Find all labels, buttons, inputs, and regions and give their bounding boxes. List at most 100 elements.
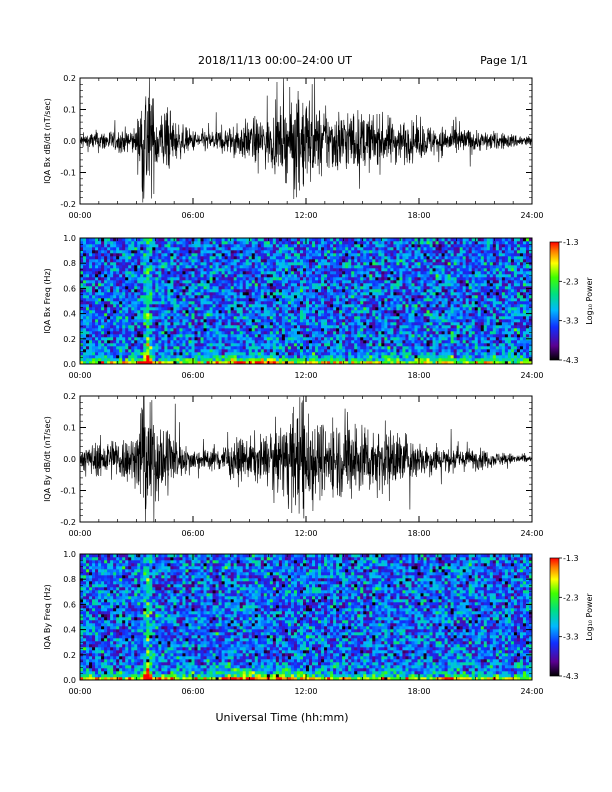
- spectrogram-cell: [158, 301, 162, 305]
- spectrogram-cell: [218, 238, 222, 242]
- spectrogram-cell: [185, 316, 189, 320]
- spectrogram-cell: [185, 265, 189, 269]
- spectrogram-cell: [161, 238, 165, 242]
- spectrogram-cell: [167, 244, 171, 248]
- spectrogram-cell: [83, 247, 87, 251]
- spectrogram-cell: [95, 271, 99, 275]
- spectrogram-cell: [269, 265, 274, 269]
- spectrogram-cell: [321, 325, 325, 329]
- spectrogram-cell: [408, 256, 412, 260]
- spectrogram-cell: [257, 313, 262, 317]
- spectrogram-cell: [348, 331, 352, 335]
- spectrogram-cell: [89, 256, 93, 260]
- spectrogram-cell: [378, 331, 382, 335]
- spectrogram-cell: [290, 298, 295, 302]
- spectrogram-cell: [218, 292, 222, 296]
- spectrogram-cell: [221, 301, 225, 305]
- spectrogram-cell: [158, 247, 162, 251]
- spectrogram-cell: [342, 289, 346, 293]
- spectrogram-cell: [152, 244, 156, 248]
- spectrogram-cell: [248, 328, 253, 332]
- spectrogram-cell: [272, 268, 277, 272]
- spectrogram-cell: [155, 319, 159, 323]
- spectrogram-cell: [224, 331, 228, 335]
- spectrogram-cell: [137, 352, 141, 356]
- spectrogram-cell: [393, 349, 397, 353]
- spectrogram-cell: [372, 322, 376, 326]
- spectrogram-cell: [363, 247, 367, 251]
- spectrogram-cell: [140, 301, 144, 305]
- spectrogram-cell: [137, 247, 141, 251]
- spectrogram-cell: [405, 358, 409, 362]
- spectrogram-cell: [194, 337, 198, 341]
- spectrogram-cell: [399, 265, 403, 269]
- spectrogram-cell: [309, 292, 313, 296]
- spectrogram-cell: [143, 337, 147, 341]
- spectrogram-cell: [260, 346, 265, 350]
- spectrogram-cell: [167, 241, 171, 245]
- spectrogram-cell: [423, 289, 427, 293]
- spectrogram-cell: [212, 247, 216, 251]
- spectrogram-cell: [357, 250, 361, 254]
- spectrogram-cell: [206, 289, 210, 293]
- spectrogram-cell: [420, 283, 424, 287]
- spectrogram-cell: [260, 358, 265, 362]
- spectrogram-cell: [224, 349, 228, 353]
- spectrogram-cell: [245, 256, 250, 260]
- spectrogram-cell: [284, 253, 289, 257]
- spectrogram-cell: [423, 352, 427, 356]
- spectrogram-cell: [80, 253, 84, 257]
- spectrogram-cell: [86, 259, 90, 263]
- spectrogram-cell: [369, 337, 373, 341]
- spectrogram-cell: [393, 337, 397, 341]
- spectrogram-cell: [182, 262, 186, 266]
- spectrogram-cell: [330, 289, 334, 293]
- spectrogram-cell: [224, 241, 228, 245]
- spectrogram-cell: [290, 292, 295, 296]
- spectrogram-cell: [296, 316, 301, 320]
- spectrogram-cell: [227, 325, 231, 329]
- spectrogram-cell: [306, 340, 310, 344]
- spectrogram-cell: [269, 259, 274, 263]
- spectrogram-cell: [333, 316, 337, 320]
- spectrogram-cell: [375, 253, 379, 257]
- spectrogram-cell: [312, 340, 316, 344]
- spectrogram-cell: [173, 250, 177, 254]
- spectrogram-cell: [278, 331, 283, 335]
- spectrogram-cell: [342, 343, 346, 347]
- spectrogram-cell: [278, 313, 283, 317]
- spectrogram-cell: [239, 259, 244, 263]
- spectrogram-cell: [101, 340, 105, 344]
- spectrogram-cell: [125, 331, 129, 335]
- spectrogram-cell: [95, 319, 99, 323]
- spectrogram-cell: [203, 271, 207, 275]
- spectrogram-cell: [197, 307, 201, 311]
- spectrogram-cell: [128, 361, 132, 365]
- spectrogram-cell: [315, 286, 319, 290]
- spectrogram-cell: [321, 316, 325, 320]
- spectrogram-cell: [263, 361, 268, 365]
- spectrogram-cell: [290, 280, 295, 284]
- spectrogram-cell: [101, 316, 105, 320]
- spectrogram-cell: [146, 307, 150, 311]
- spectrogram-cell: [363, 325, 367, 329]
- spectrogram-cell: [170, 298, 174, 302]
- spectrogram-cell: [293, 238, 298, 242]
- spectrogram-cell: [278, 358, 283, 362]
- spectrogram-cell: [306, 241, 310, 245]
- spectrogram-cell: [324, 244, 328, 248]
- spectrogram-cell: [170, 292, 174, 296]
- spectrogram-cell: [239, 271, 244, 275]
- spectrogram-cell: [324, 259, 328, 263]
- spectrogram-cell: [245, 331, 250, 335]
- spectrogram-cell: [393, 355, 397, 359]
- spectrogram-cell: [209, 313, 213, 317]
- spectrogram-cell: [176, 292, 180, 296]
- spectrogram-cell: [131, 328, 135, 332]
- spectrogram-cell: [390, 343, 394, 347]
- spectrogram-cell: [302, 274, 307, 278]
- spectrogram-cell: [369, 319, 373, 323]
- spectrogram-cell: [218, 316, 222, 320]
- spectrogram-cell: [363, 361, 367, 365]
- spectrogram-cell: [110, 313, 114, 317]
